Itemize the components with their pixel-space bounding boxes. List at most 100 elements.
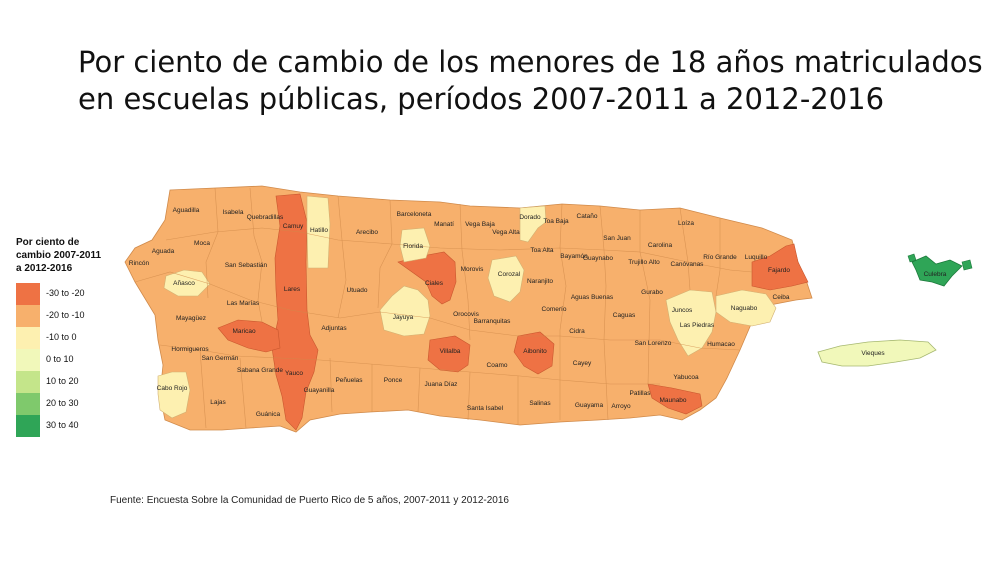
culebra-island [911,255,963,287]
map-title-line-1: Por ciento de cambio de los menores de 1… [78,45,983,79]
muni-label: Maricao [232,328,256,335]
muni-label: Guaynabo [583,255,613,262]
muni-label: Adjuntas [321,325,347,332]
muni-label: Culebra [924,271,947,278]
muni-label: Rincón [129,260,150,267]
muni-label: Aguas Buenas [571,294,614,301]
muni-label: Cayey [573,360,592,367]
muni-label: Juana Díaz [425,381,458,388]
muni-label: Las Marías [227,300,260,307]
legend-swatch [16,305,40,327]
muni-label: Quebradillas [247,214,284,221]
culebra-islet-east [961,259,973,271]
legend-swatch [16,393,40,415]
muni-label: Comerío [542,306,567,313]
region-camuy-lares-yauco [271,193,319,431]
legend-item: -30 to -20 [16,283,126,305]
region-dorado [519,205,547,243]
legend-item: -20 to -10 [16,305,126,327]
muni-label: Naguabo [731,305,758,312]
legend-item: 20 to 30 [16,393,126,415]
muni-label: Jayuya [393,314,414,321]
culebra-islet-north [907,253,917,263]
muni-label: Cataño [577,213,598,220]
muni-label: Salinas [529,400,551,407]
muni-label: Corozal [498,271,521,278]
muni-label: Hatillo [310,227,328,234]
muni-label: Toa Baja [543,218,569,225]
municipality-labels: Aguadilla Isabela Quebradillas Camuy Hat… [129,207,947,418]
legend-label: -10 to 0 [46,332,77,342]
muni-label: Vieques [861,350,885,357]
muni-label: Añasco [173,280,195,287]
muni-label: Ponce [384,377,403,384]
legend-label: -30 to -20 [46,288,85,298]
muni-label: Caguas [613,312,636,319]
muni-label: Lajas [210,399,226,406]
legend-swatch [16,415,40,437]
muni-label: Canóvanas [671,261,705,268]
muni-label: Isabela [223,209,244,216]
muni-label: San Lorenzo [635,340,672,347]
muni-label: Loíza [678,220,694,227]
region-juncos-las-piedras [665,289,717,357]
legend-item: 10 to 20 [16,371,126,393]
region-aibonito [513,331,555,375]
muni-label: Arroyo [611,403,631,410]
legend-title-line-2: cambio 2007-2011 [16,250,102,261]
legend-item: 30 to 40 [16,415,126,437]
region-jayuya [379,285,431,337]
muni-label: Vega Alta [492,229,520,236]
map-title-line-2: en escuelas públicas, períodos 2007-2011… [78,82,885,116]
legend-title-line-3: a 2012-2016 [16,263,73,274]
muni-label: Aibonito [523,348,547,355]
muni-label: San Juan [603,235,631,242]
vieques-island [817,339,937,367]
legend-label: 10 to 20 [46,376,79,386]
muni-label: Florida [403,243,423,250]
muni-label: Cidra [569,328,585,335]
muni-label: Toa Alta [530,247,554,254]
muni-label: Yauco [285,370,303,377]
muni-label: Humacao [707,341,735,348]
legend-title: Por ciento de cambio 2007-2011 a 2012-20… [16,236,116,275]
muni-label: Fajardo [768,267,790,274]
muni-label: Patillas [630,390,652,397]
muni-label: Maunabo [659,397,686,404]
region-maricao [217,319,281,353]
legend-swatch [16,371,40,393]
muni-label: Guayama [575,402,604,409]
muni-label: Hormigueros [171,346,209,353]
muni-label: Trujillo Alto [628,259,660,266]
legend-title-line-1: Por ciento de [16,237,80,248]
muni-label: Aguada [152,248,175,255]
legend-swatch [16,283,40,305]
legend-label: 20 to 30 [46,398,79,408]
muni-label: Juncos [672,307,693,314]
muni-label: Yabucoa [673,374,699,381]
muni-label: Las Piedras [680,322,715,329]
muni-label: Camuy [283,223,304,230]
muni-label: Barceloneta [397,211,432,218]
region-cabo-rojo [157,371,191,419]
map-title: Por ciento de cambio de los menores de 1… [78,44,983,118]
muni-label: Santa Isabel [467,405,504,412]
region-naguabo [715,289,777,327]
muni-label: Manatí [434,221,454,228]
muni-label: Guayanilla [304,387,335,394]
region-corozal [487,255,525,303]
region-villalba [427,335,471,373]
muni-label: Moca [194,240,210,247]
region-hatillo [306,195,331,269]
legend-swatch [16,349,40,371]
muni-label: Carolina [648,242,673,249]
muni-label: Ciales [425,280,444,287]
muni-label: Bayamón [560,253,588,260]
region-ciales [397,251,457,305]
muni-label: Gurabo [641,289,663,296]
region-fajardo [751,243,809,291]
muni-label: Sabana Grande [237,367,283,374]
municipality-boundaries [134,187,753,429]
muni-label: San Germán [202,355,239,362]
